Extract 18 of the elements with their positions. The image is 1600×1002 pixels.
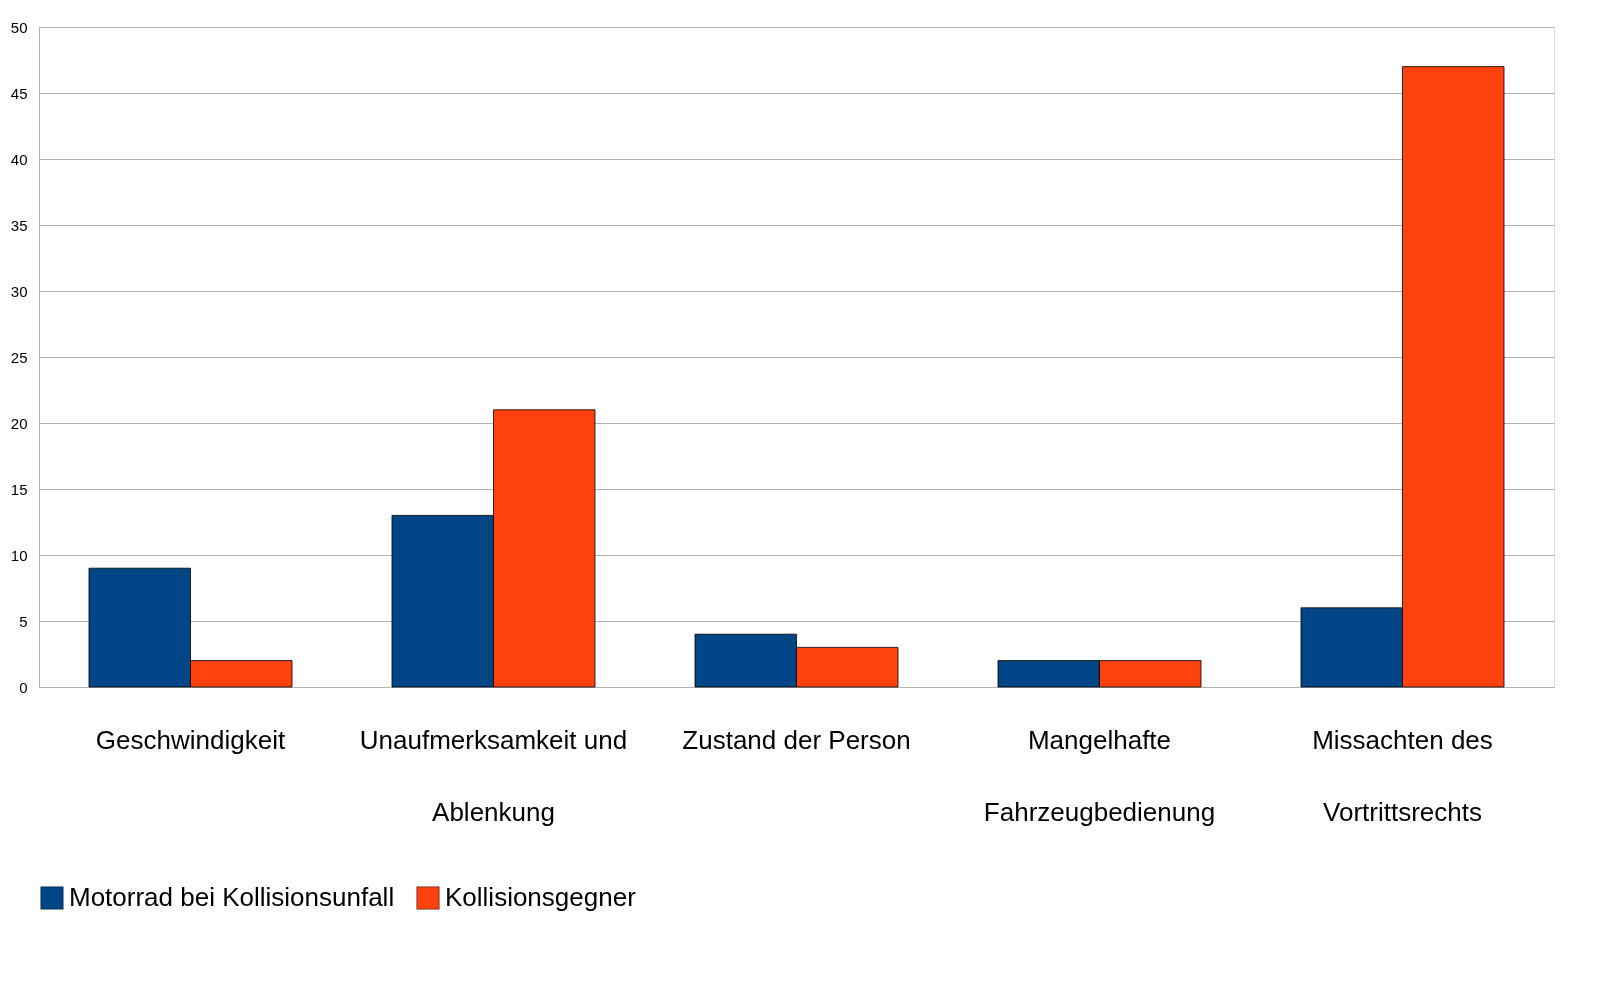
y-tick-label: 20	[10, 414, 28, 432]
y-tick-label: 40	[10, 150, 28, 168]
y-tick-label: 0	[19, 678, 28, 696]
y-tick-label: 25	[10, 348, 28, 366]
y-tick-label: 15	[10, 480, 28, 498]
category-label: Mangelhafte Fahrzeugbedienung	[983, 724, 1216, 827]
legend-label: Motorrad bei Kollisionsunfall	[69, 882, 395, 912]
y-tick-label: 35	[10, 216, 28, 234]
category-label: Unaufmerksamkeit und Ablenkung	[359, 724, 628, 827]
y-tick-label: 5	[19, 612, 28, 630]
y-tick-label: 50	[10, 18, 28, 36]
y-tick-label: 30	[10, 282, 28, 300]
y-tick-label: 45	[10, 84, 28, 102]
legend-label: Kollisionsgegner	[445, 882, 637, 912]
y-tick-label: 10	[10, 546, 28, 564]
x-tick-label: Geschwindigkeit	[95, 724, 286, 755]
category-label: Missachten des Vortrittsrechts	[1312, 724, 1493, 827]
x-tick-label: Zustand der Person	[682, 724, 911, 755]
